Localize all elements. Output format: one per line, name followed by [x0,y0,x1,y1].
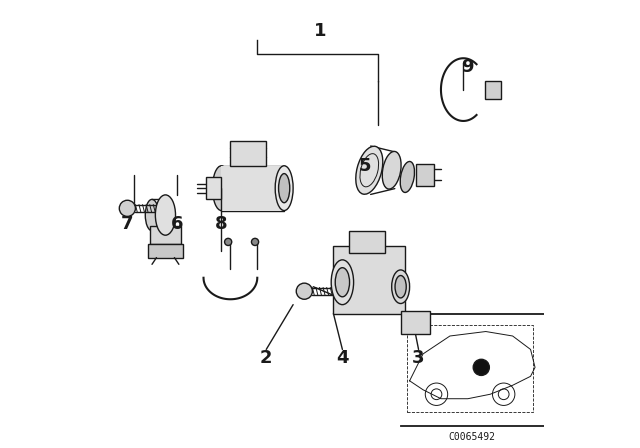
Text: 9: 9 [461,58,474,76]
Text: C0065492: C0065492 [449,432,496,442]
Text: 3: 3 [412,349,425,367]
Ellipse shape [212,166,230,211]
Ellipse shape [382,151,401,189]
Text: 2: 2 [260,349,273,367]
Text: 8: 8 [215,215,228,233]
FancyBboxPatch shape [150,226,181,244]
Circle shape [473,359,490,375]
Ellipse shape [356,146,383,194]
Ellipse shape [275,166,293,211]
FancyBboxPatch shape [221,166,284,211]
Ellipse shape [395,276,406,298]
Circle shape [225,238,232,246]
Text: 4: 4 [336,349,349,367]
Ellipse shape [335,268,349,297]
FancyBboxPatch shape [401,311,430,334]
Circle shape [296,283,312,299]
FancyBboxPatch shape [148,244,184,258]
Circle shape [252,238,259,246]
Text: 1: 1 [314,22,326,40]
Text: 6: 6 [170,215,183,233]
FancyBboxPatch shape [485,81,500,99]
Ellipse shape [278,174,290,203]
Ellipse shape [145,199,159,231]
Ellipse shape [400,161,415,193]
FancyBboxPatch shape [230,141,266,166]
Ellipse shape [392,270,410,304]
Text: 7: 7 [121,215,134,233]
Ellipse shape [156,195,175,235]
FancyBboxPatch shape [206,177,221,199]
Circle shape [119,200,136,216]
FancyBboxPatch shape [417,164,435,186]
FancyBboxPatch shape [349,231,385,253]
Text: 5: 5 [358,157,371,175]
Ellipse shape [332,260,354,305]
FancyBboxPatch shape [333,246,405,314]
